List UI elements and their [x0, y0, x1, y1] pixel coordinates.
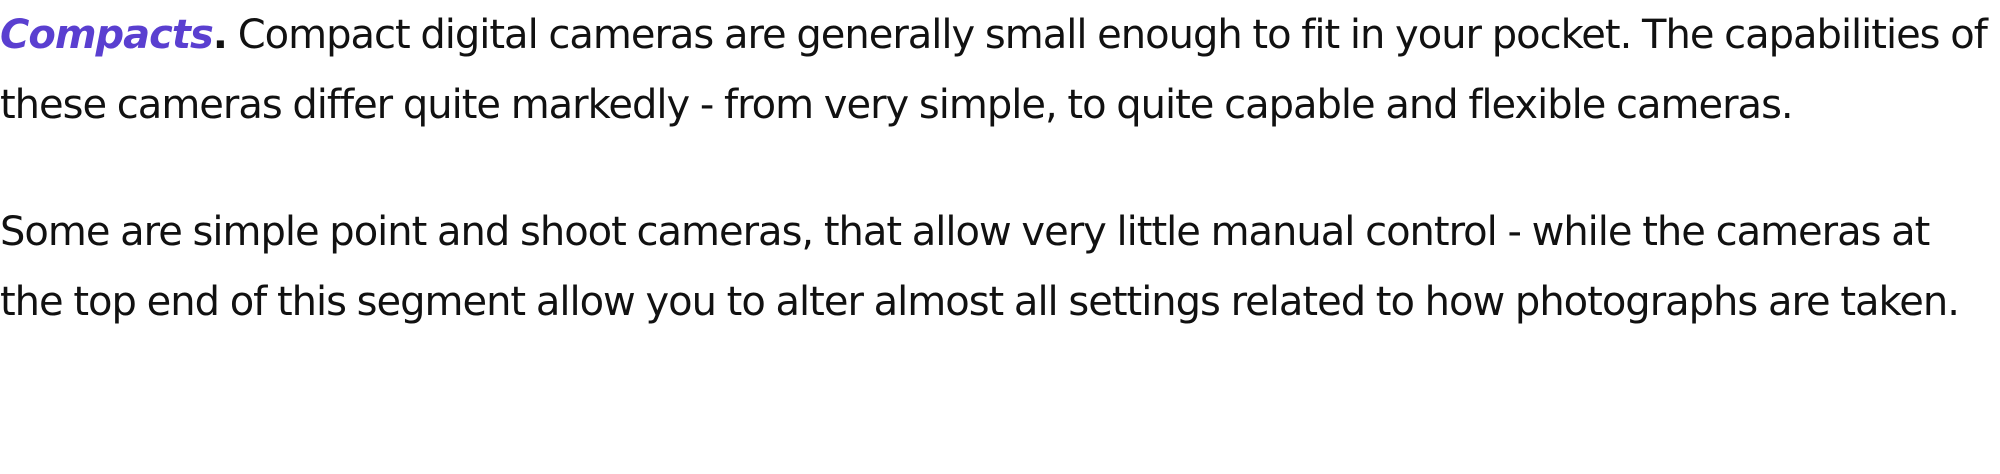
intro-paragraph: Compacts. Compact digital cameras are ge… — [0, 0, 1990, 140]
lead-term-period: . — [212, 12, 228, 58]
lead-term: Compacts — [0, 12, 214, 58]
article-content: Compacts. Compact digital cameras are ge… — [0, 0, 1990, 325]
detail-paragraph: Some are simple point and shoot cameras,… — [0, 209, 1960, 325]
intro-paragraph-text: Compact digital cameras are generally sm… — [0, 12, 1988, 128]
